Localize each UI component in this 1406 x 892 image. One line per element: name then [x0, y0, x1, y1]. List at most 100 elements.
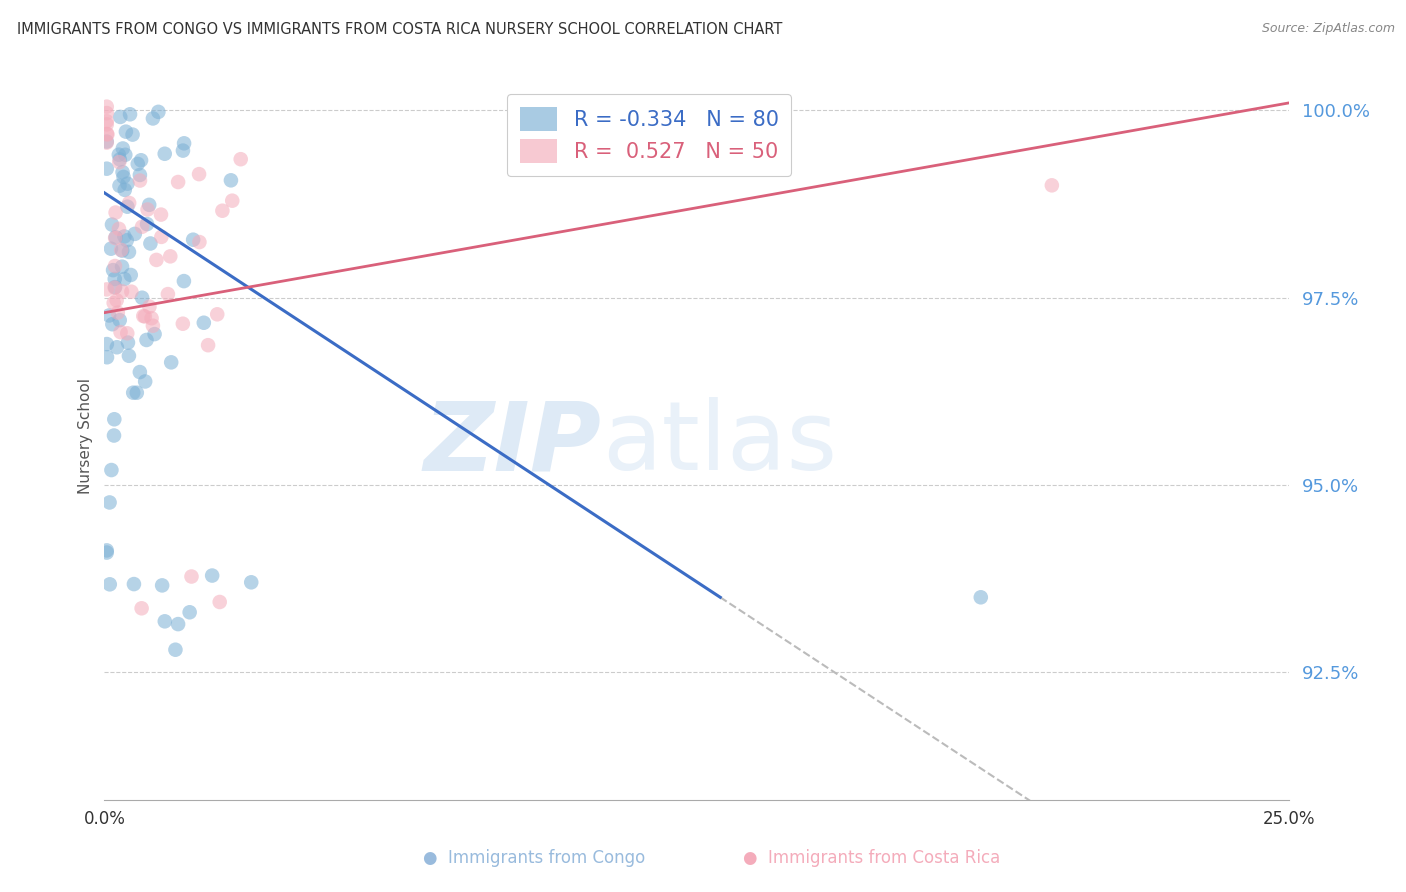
Point — [96, 117, 118, 131]
Point — [148, 104, 170, 119]
Point — [134, 375, 156, 389]
Point — [180, 569, 202, 583]
Point — [118, 107, 141, 121]
Point — [111, 285, 134, 299]
Point — [142, 112, 165, 126]
Point — [131, 601, 153, 615]
Point — [96, 100, 118, 114]
Point — [159, 249, 181, 263]
Point — [139, 236, 162, 251]
Point — [112, 272, 135, 286]
Point — [108, 147, 131, 161]
Point — [136, 202, 159, 217]
Point — [96, 337, 118, 351]
Point — [211, 203, 233, 218]
Text: IMMIGRANTS FROM CONGO VS IMMIGRANTS FROM COSTA RICA NURSERY SCHOOL CORRELATION C: IMMIGRANTS FROM CONGO VS IMMIGRANTS FROM… — [17, 22, 782, 37]
Point — [117, 177, 139, 191]
Point — [229, 152, 252, 166]
Point — [115, 125, 138, 139]
Point — [104, 231, 127, 245]
Text: atlas: atlas — [602, 397, 837, 490]
Point — [156, 287, 179, 301]
Point — [104, 259, 127, 273]
Point — [104, 280, 127, 294]
Point — [122, 577, 145, 591]
Point — [111, 141, 134, 155]
Point — [111, 165, 134, 179]
Point — [165, 642, 187, 657]
Point — [118, 244, 141, 259]
Point — [127, 157, 149, 171]
Point — [112, 229, 135, 244]
Point — [138, 300, 160, 314]
Point — [128, 365, 150, 379]
Point — [110, 325, 132, 339]
Point — [103, 428, 125, 442]
Point — [101, 218, 124, 232]
Point — [96, 161, 118, 176]
Point — [125, 385, 148, 400]
Point — [131, 291, 153, 305]
Point — [124, 227, 146, 241]
Point — [96, 350, 118, 364]
Point — [96, 545, 118, 559]
Point — [208, 595, 231, 609]
Point — [96, 114, 118, 128]
Point — [150, 208, 173, 222]
Point — [141, 311, 163, 326]
Point — [188, 235, 211, 249]
Point — [101, 317, 124, 331]
Point — [96, 136, 118, 150]
Point — [104, 230, 127, 244]
Point — [118, 196, 141, 211]
Point — [101, 263, 124, 277]
Point — [970, 591, 993, 605]
Text: ZIP: ZIP — [425, 397, 602, 490]
Text: ●  Immigrants from Costa Rica: ● Immigrants from Costa Rica — [744, 849, 1000, 867]
Point — [219, 173, 242, 187]
Point — [172, 144, 194, 158]
Point — [153, 615, 176, 629]
Y-axis label: Nursery School: Nursery School — [79, 378, 93, 494]
Point — [108, 313, 131, 327]
Point — [122, 385, 145, 400]
Point — [98, 577, 121, 591]
Point — [188, 167, 211, 181]
Point — [138, 198, 160, 212]
Point — [96, 128, 118, 142]
Point — [114, 148, 136, 162]
Point — [132, 309, 155, 323]
Point — [129, 153, 152, 168]
Point — [150, 578, 173, 592]
Point — [150, 230, 173, 244]
Point — [96, 543, 118, 558]
Point — [143, 327, 166, 342]
Point — [181, 233, 204, 247]
Point — [120, 285, 142, 299]
Point — [111, 260, 134, 274]
Point — [167, 617, 190, 632]
Point — [117, 326, 139, 341]
Point — [114, 183, 136, 197]
Point — [221, 194, 243, 208]
Point — [103, 296, 125, 310]
Point — [167, 175, 190, 189]
Point — [135, 333, 157, 347]
Point — [100, 463, 122, 477]
Legend: R = -0.334   N = 80, R =  0.527   N = 50: R = -0.334 N = 80, R = 0.527 N = 50 — [508, 95, 792, 176]
Point — [112, 169, 135, 184]
Point — [172, 317, 194, 331]
Point — [108, 222, 131, 236]
Point — [1040, 178, 1063, 193]
Point — [201, 568, 224, 582]
Point — [136, 217, 159, 231]
Text: Source: ZipAtlas.com: Source: ZipAtlas.com — [1261, 22, 1395, 36]
Point — [107, 305, 129, 319]
Point — [118, 349, 141, 363]
Point — [121, 128, 143, 142]
Point — [110, 110, 132, 124]
Point — [104, 272, 127, 286]
Point — [98, 495, 121, 509]
Point — [197, 338, 219, 352]
Point — [173, 136, 195, 151]
